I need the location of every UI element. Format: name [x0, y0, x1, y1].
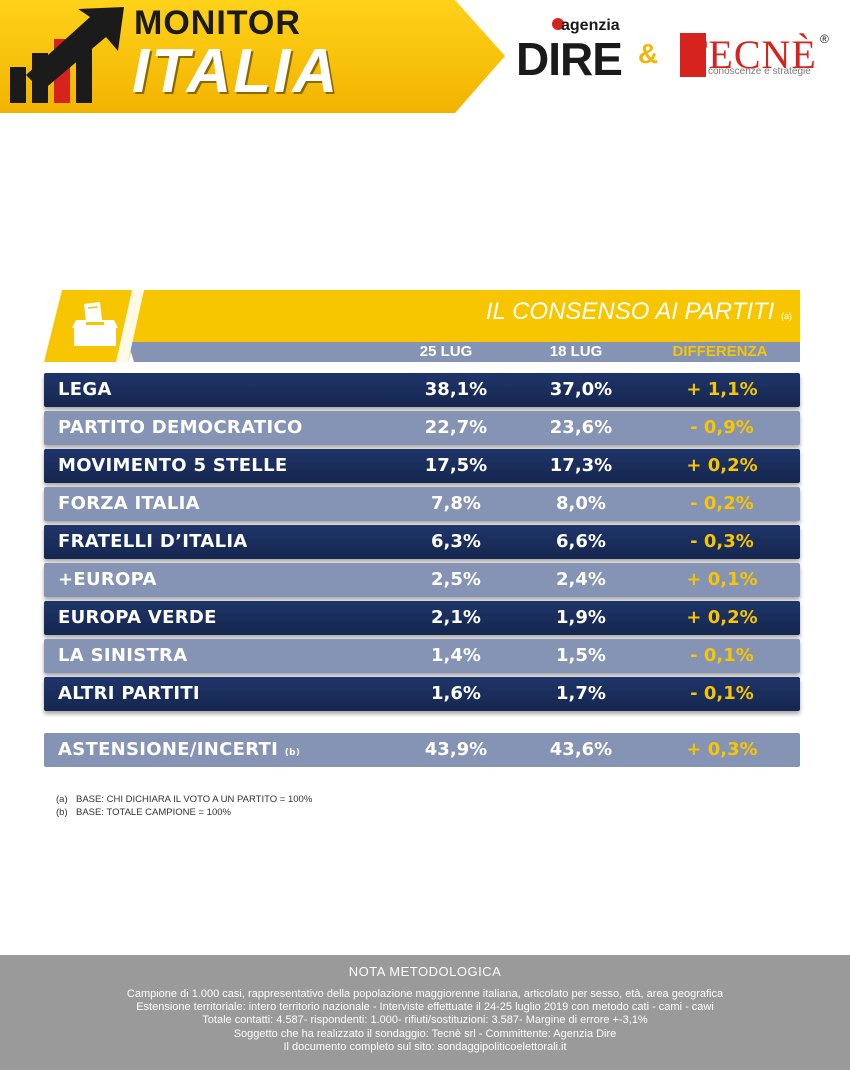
- value-25-lug: 2,1%: [431, 607, 481, 628]
- value-difference: - 0,1%: [690, 683, 754, 704]
- value-difference: + 0,1%: [686, 569, 758, 590]
- tecne-tagline: conoscenze e strategie: [708, 66, 811, 77]
- tecne-logo-text: TECNÈ: [683, 32, 817, 77]
- methodology-line: Il documento completo sul sito: sondaggi…: [283, 1040, 567, 1053]
- value-18-lug: 1,9%: [556, 607, 606, 628]
- footnote-mark: (a): [56, 794, 68, 805]
- abstention-row: ASTENSIONE/INCERTI (b) 43,9% 43,6% + 0,3…: [44, 733, 800, 767]
- table-row: PARTITO DEMOCRATICO 22,7% 23,6% - 0,9%: [44, 411, 800, 445]
- dire-agenzia-text: agenzia: [561, 17, 620, 34]
- value-25-lug: 2,5%: [431, 569, 481, 590]
- header-yellow-banner: [0, 0, 505, 113]
- value-difference: - 0,3%: [690, 531, 754, 552]
- abstention-label: ASTENSIONE/INCERTI: [58, 739, 279, 760]
- value-difference: + 0,2%: [686, 607, 758, 628]
- value-18-lug: 1,7%: [556, 683, 606, 704]
- logo-italia-text: ITALIA: [132, 37, 340, 106]
- value-18-lug: 8,0%: [556, 493, 606, 514]
- ballot-box-icon: [72, 302, 118, 346]
- methodology-title: NOTA METODOLOGICA: [348, 964, 502, 979]
- value-18-lug: 6,6%: [556, 531, 606, 552]
- value-25-lug: 1,6%: [431, 683, 481, 704]
- ampersand: &: [638, 38, 659, 69]
- table-title-text: IL CONSENSO AI PARTITI: [485, 298, 775, 325]
- party-name: +EUROPA: [58, 569, 157, 590]
- value-25-lug: 1,4%: [431, 645, 481, 666]
- table-row: EUROPA VERDE 2,1% 1,9% + 0,2%: [44, 601, 800, 635]
- value-25-lug: 22,7%: [424, 417, 488, 438]
- table-row: FORZA ITALIA 7,8% 8,0% - 0,2%: [44, 487, 800, 521]
- value-18-lug: 37,0%: [549, 379, 613, 400]
- table-row: LEGA 38,1% 37,0% + 1,1%: [44, 373, 800, 407]
- party-name: LA SINISTRA: [58, 645, 188, 666]
- footnote-text: BASE: TOTALE CAMPIONE = 100%: [76, 807, 231, 818]
- methodology-line: Estensione territoriale: intero territor…: [136, 1001, 714, 1014]
- table-row: +EUROPA 2,5% 2,4% + 0,1%: [44, 563, 800, 597]
- table-row: MOVIMENTO 5 STELLE 17,5% 17,3% + 0,2%: [44, 449, 800, 483]
- value-difference: - 0,1%: [690, 645, 754, 666]
- footnote: (b) BASE: TOTALE CAMPIONE = 100%: [56, 806, 312, 819]
- value-18-lug: 17,3%: [549, 455, 613, 476]
- growth-chart-arrow-icon: [10, 7, 124, 103]
- value-18-lug: 2,4%: [556, 569, 606, 590]
- footnote-text: BASE: CHI DICHIARA IL VOTO A UN PARTITO …: [76, 794, 313, 805]
- value-25-lug: 7,8%: [431, 493, 481, 514]
- party-name: ALTRI PARTITI: [58, 683, 200, 704]
- footnote-mark: (b): [56, 807, 68, 818]
- party-name: LEGA: [58, 379, 112, 400]
- registered-mark: ®: [820, 32, 829, 46]
- value-25-lug: 17,5%: [424, 455, 488, 476]
- value-difference: - 0,9%: [690, 417, 754, 438]
- party-name: EUROPA VERDE: [58, 607, 217, 628]
- dire-logo-dot: [552, 18, 564, 30]
- methodology-line: Totale contatti: 4.587- rispondenti: 1.0…: [202, 1014, 648, 1027]
- table-title-note: (a): [781, 311, 792, 321]
- value-18-lug: 1,5%: [556, 645, 606, 666]
- methodology-line: Soggetto che ha realizzato il sondaggio:…: [233, 1027, 617, 1040]
- party-name: MOVIMENTO 5 STELLE: [58, 455, 288, 476]
- party-name: FORZA ITALIA: [58, 493, 200, 514]
- value-25-lug: 6,3%: [431, 531, 481, 552]
- footnote: (a) BASE: CHI DICHIARA IL VOTO A UN PARTI…: [56, 793, 312, 806]
- party-name: PARTITO DEMOCRATICO: [58, 417, 303, 438]
- table-row: LA SINISTRA 1,4% 1,5% - 0,1%: [44, 639, 800, 673]
- methodology-line: Campione di 1.000 casi, rappresentativo …: [126, 988, 724, 1000]
- table-header-banner: [44, 290, 800, 362]
- value-18-lug: 23,6%: [549, 417, 613, 438]
- column-header-differenza: DIFFERENZA: [672, 343, 768, 360]
- table-row: ALTRI PARTITI 1,6% 1,7% - 0,1%: [44, 677, 800, 711]
- value-difference: + 0,2%: [686, 455, 758, 476]
- dire-logo-text: DIRE: [516, 33, 623, 85]
- party-name: ASTENSIONE/INCERTI (b): [58, 733, 300, 767]
- methodology-text: Campione di 1.000 casi, rappresentativo …: [0, 988, 850, 1054]
- table-row: FRATELLI D’ITALIA 6,3% 6,6% - 0,3%: [44, 525, 800, 559]
- value-difference: + 1,1%: [686, 379, 758, 400]
- value-25-lug: 38,1%: [424, 379, 488, 400]
- value-18-lug: 43,6%: [549, 739, 613, 760]
- table-title: IL CONSENSO AI PARTITI (a): [486, 298, 792, 326]
- footnotes: (a) BASE: CHI DICHIARA IL VOTO A UN PARTI…: [56, 793, 312, 819]
- methodology-note: NOTA METODOLOGICA Campione di 1.000 casi…: [0, 955, 850, 1070]
- value-25-lug: 43,9%: [424, 739, 488, 760]
- tecne-logo-block: [680, 33, 706, 77]
- abstention-note: (b): [284, 748, 301, 758]
- value-difference: - 0,2%: [690, 493, 754, 514]
- logo-monitor-text: MONITOR: [134, 4, 301, 42]
- column-header-18-lug: 18 LUG: [549, 343, 603, 360]
- column-header-25-lug: 25 LUG: [419, 343, 473, 360]
- party-name: FRATELLI D’ITALIA: [58, 531, 248, 552]
- value-difference: + 0,3%: [686, 739, 758, 760]
